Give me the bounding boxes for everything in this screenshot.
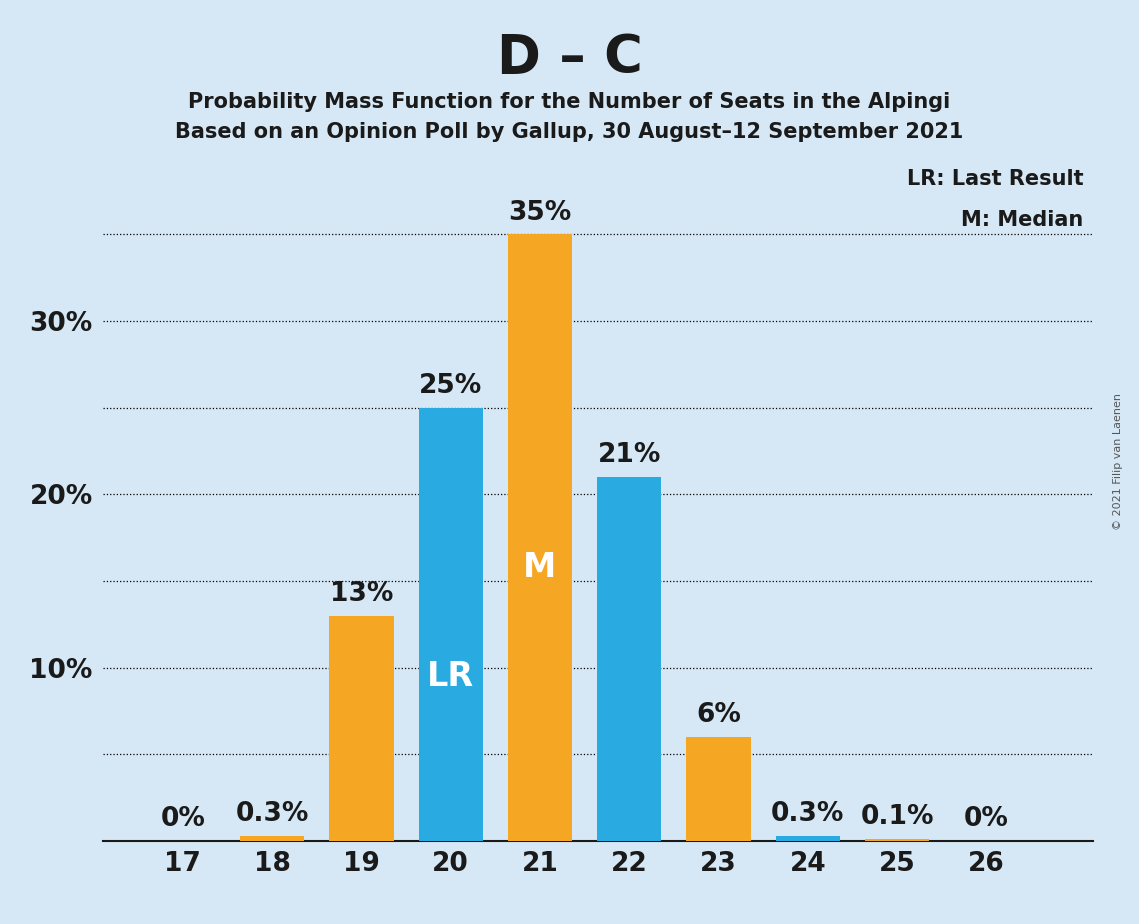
Text: 0.3%: 0.3% [771, 801, 844, 827]
Bar [329, 615, 394, 841]
Bar [597, 477, 662, 841]
Text: Probability Mass Function for the Number of Seats in the Alpingi: Probability Mass Function for the Number… [188, 92, 951, 113]
Bar [687, 737, 751, 841]
Bar [865, 839, 929, 841]
Text: © 2021 Filip van Laenen: © 2021 Filip van Laenen [1114, 394, 1123, 530]
Text: 0.3%: 0.3% [236, 801, 309, 827]
Text: LR: Last Result: LR: Last Result [907, 168, 1083, 188]
Text: Based on an Opinion Poll by Gallup, 30 August–12 September 2021: Based on an Opinion Poll by Gallup, 30 A… [175, 122, 964, 142]
Bar [776, 835, 839, 841]
Text: 13%: 13% [329, 581, 393, 607]
Text: D – C: D – C [497, 32, 642, 84]
Text: LR: LR [427, 660, 474, 693]
Text: M: Median: M: Median [961, 211, 1083, 230]
Bar [418, 407, 483, 841]
Bar [240, 835, 304, 841]
Text: 0%: 0% [161, 806, 205, 833]
Text: 35%: 35% [508, 200, 572, 225]
Text: 0.1%: 0.1% [860, 805, 934, 831]
Text: 21%: 21% [598, 443, 661, 468]
Text: 25%: 25% [419, 373, 482, 399]
Bar [508, 235, 572, 841]
Text: M: M [523, 552, 557, 585]
Text: 0%: 0% [964, 806, 1009, 833]
Text: 6%: 6% [696, 702, 741, 728]
